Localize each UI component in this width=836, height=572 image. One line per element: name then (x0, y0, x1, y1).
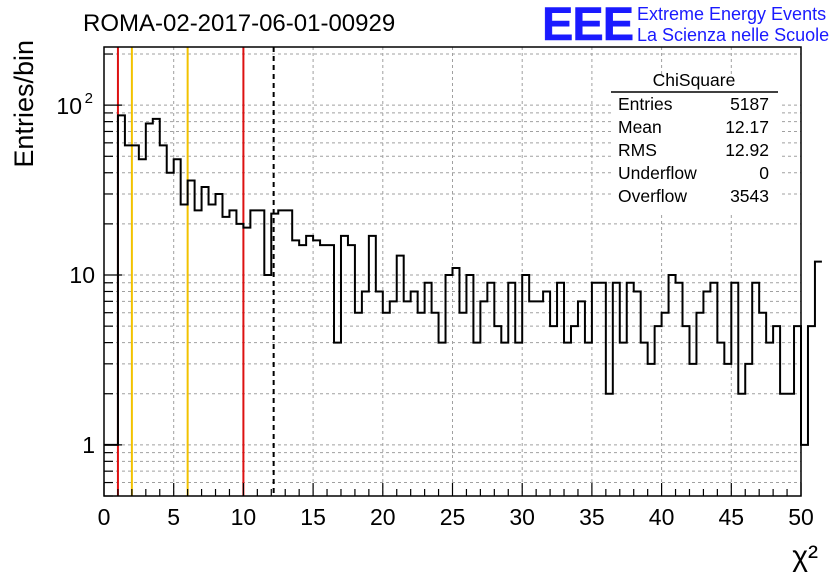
x-tick-label: 35 (579, 504, 605, 530)
stats-value: 5187 (730, 94, 769, 114)
stats-box-background (611, 75, 779, 213)
stats-value: 12.92 (725, 140, 769, 160)
x-axis-title: χ² (792, 540, 818, 572)
logo-line2: La Scienza nelle Scuole (637, 25, 829, 45)
x-tick-label: 20 (370, 504, 396, 530)
y-tick-label: 1 (82, 432, 95, 458)
x-tick-label: 45 (719, 504, 745, 530)
stats-label: Underflow (618, 163, 697, 183)
stats-value: 0 (759, 163, 769, 183)
stats-row: Underflow 0 (618, 163, 769, 183)
stats-box-title: ChiSquare (653, 70, 736, 90)
y-tick-exponent: 2 (85, 90, 93, 107)
histogram-bars (104, 114, 822, 446)
stats-box: ChiSquare Entries 5187 Mean 12.17 RMS 12… (611, 70, 779, 213)
y-tick-label: 10 (56, 93, 82, 119)
stats-row: RMS 12.92 (618, 140, 769, 160)
x-tick-label: 5 (167, 504, 180, 530)
run-title: ROMA-02-2017-06-01-00929 (83, 10, 395, 37)
grid-layer (104, 47, 801, 496)
vertical-lines-layer (116, 47, 275, 496)
x-tick-label: 15 (300, 504, 326, 530)
stats-label: Mean (618, 117, 662, 137)
x-tick-label: 0 (98, 504, 111, 530)
eee-logo: EEE Extreme Energy Events La Scienza nel… (542, 0, 829, 50)
stats-row: Overflow 3543 (618, 186, 769, 206)
stats-label: RMS (618, 140, 657, 160)
stats-label: Entries (618, 94, 673, 114)
x-tick-label: 25 (440, 504, 466, 530)
y-tick-label: 10 (69, 262, 95, 288)
y-axis-title: Entries/bin (9, 40, 39, 168)
x-tick-label: 30 (509, 504, 535, 530)
x-tick-label: 50 (788, 504, 814, 530)
histogram-layer (104, 114, 822, 446)
logo-line1: Extreme Energy Events (637, 4, 826, 24)
stats-row: Entries 5187 (618, 94, 769, 114)
frame-layer (103, 46, 802, 497)
x-tick-label: 10 (231, 504, 257, 530)
stats-label: Overflow (618, 186, 687, 206)
stats-value: 3543 (730, 186, 769, 206)
stats-row: Mean 12.17 (618, 117, 769, 137)
stats-value: 12.17 (725, 117, 769, 137)
x-tick-labels: 0 5 10 15 20 25 30 35 40 45 50 (98, 504, 814, 530)
logo-eee-text: EEE (542, 0, 633, 50)
x-tick-label: 40 (649, 504, 675, 530)
